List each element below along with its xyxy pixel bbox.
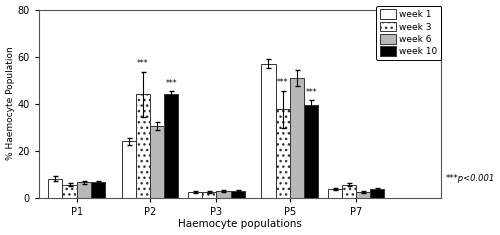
Bar: [122, 141, 136, 198]
Text: ***: ***: [306, 88, 317, 97]
Bar: [216, 191, 230, 198]
Bar: [48, 179, 62, 198]
Bar: [188, 192, 202, 198]
Bar: [76, 182, 91, 198]
Bar: [136, 94, 150, 198]
Bar: [356, 192, 370, 198]
Bar: [230, 191, 245, 198]
Bar: [91, 182, 105, 198]
Text: ***: ***: [137, 59, 148, 68]
Bar: [276, 110, 290, 198]
Text: ***p<0.001: ***p<0.001: [446, 174, 494, 183]
Bar: [342, 185, 356, 198]
Bar: [304, 105, 318, 198]
Bar: [150, 126, 164, 198]
Text: ***: ***: [166, 79, 177, 88]
Bar: [370, 189, 384, 198]
Bar: [62, 185, 76, 198]
Text: ***: ***: [277, 78, 288, 87]
Bar: [164, 94, 178, 198]
Bar: [202, 192, 216, 198]
Bar: [290, 78, 304, 198]
Legend: week 1, week 3, week 6, week 10: week 1, week 3, week 6, week 10: [376, 6, 442, 59]
Bar: [328, 189, 342, 198]
X-axis label: Haemocyte populations: Haemocyte populations: [178, 219, 302, 229]
Y-axis label: % Haemocyte Population: % Haemocyte Population: [6, 47, 15, 161]
Bar: [262, 64, 276, 198]
